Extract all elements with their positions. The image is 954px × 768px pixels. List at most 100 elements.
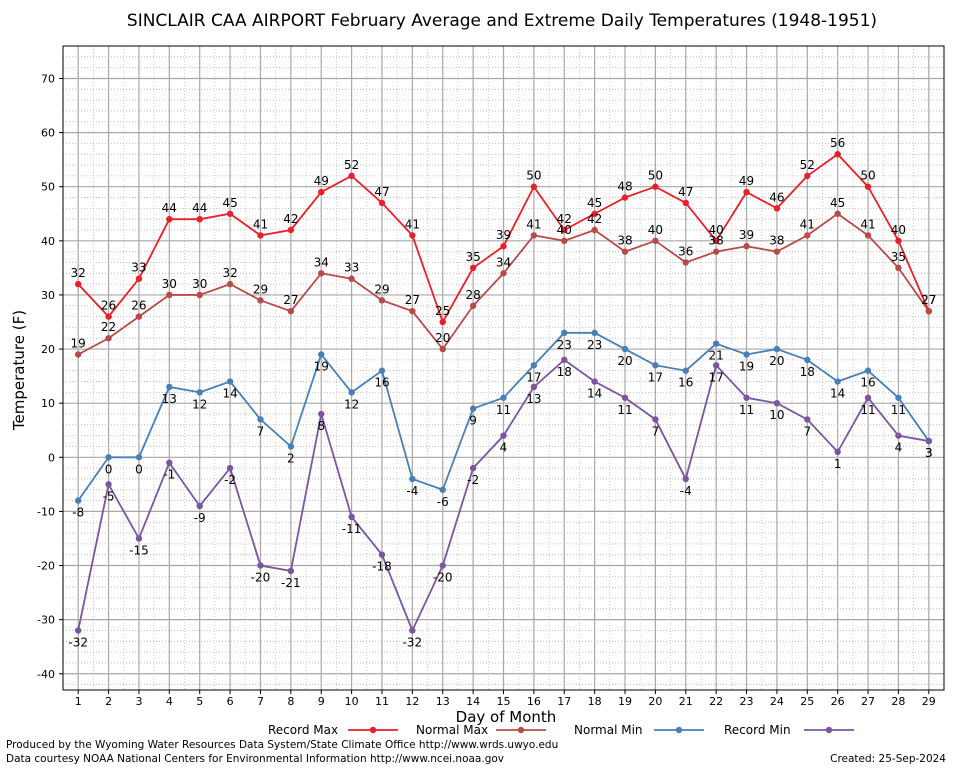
data-point — [773, 399, 781, 407]
data-point — [439, 486, 446, 493]
data-point — [804, 232, 811, 239]
data-label: 26 — [101, 299, 116, 313]
data-point — [439, 345, 446, 353]
data-point — [226, 378, 234, 385]
legend-swatch-marker — [675, 726, 683, 734]
data-label: 12 — [344, 397, 359, 411]
data-label: 11 — [617, 403, 632, 417]
data-point — [348, 275, 355, 282]
data-label: -21 — [281, 576, 301, 590]
data-point — [712, 237, 720, 245]
x-tick-label: 25 — [800, 695, 814, 708]
data-point — [318, 351, 325, 358]
data-label: 32 — [71, 266, 86, 280]
data-label: 16 — [678, 376, 693, 390]
data-point — [834, 210, 841, 217]
data-point — [287, 226, 295, 234]
data-point — [561, 356, 568, 364]
x-tick-label: 11 — [375, 695, 389, 708]
y-tick-label: -20 — [37, 560, 55, 573]
data-label: 34 — [496, 255, 511, 269]
data-label: 3 — [925, 446, 933, 460]
x-tick-label: 27 — [861, 695, 875, 708]
data-point — [530, 183, 538, 190]
data-label: 27 — [921, 293, 936, 307]
x-tick-label: 12 — [405, 695, 419, 708]
data-point — [591, 329, 598, 337]
data-point — [166, 459, 173, 466]
data-label: -11 — [342, 522, 362, 536]
data-point — [530, 383, 538, 391]
data-label: 46 — [769, 190, 784, 204]
data-label: 40 — [557, 223, 572, 237]
y-tick-label: 30 — [41, 289, 55, 302]
data-point — [804, 416, 811, 423]
data-label: -15 — [129, 543, 149, 557]
data-point — [318, 270, 325, 277]
legend-label: Normal Min — [574, 723, 643, 737]
data-point — [196, 389, 203, 396]
data-point — [74, 351, 82, 358]
data-point — [682, 367, 689, 374]
data-label: 38 — [769, 234, 784, 248]
data-point — [74, 627, 82, 634]
data-label: -4 — [406, 484, 418, 498]
data-label: 17 — [526, 370, 541, 384]
x-axis-label: Day of Month — [456, 708, 557, 726]
data-label: -2 — [224, 473, 236, 487]
data-point — [712, 340, 720, 347]
data-point — [287, 567, 295, 575]
data-point — [591, 210, 598, 217]
data-point — [895, 394, 902, 401]
data-label: 16 — [860, 376, 875, 390]
y-tick-label: 10 — [41, 397, 55, 410]
y-tick-label: 50 — [41, 181, 55, 194]
data-label: -2 — [467, 473, 479, 487]
data-label: 11 — [496, 403, 511, 417]
legend: Record Max Normal Max Normal Min Record Min — [268, 723, 854, 737]
data-label: 41 — [860, 217, 875, 231]
data-point — [135, 313, 143, 320]
x-tick-label: 13 — [436, 695, 450, 708]
x-tick-label: 5 — [196, 695, 203, 708]
legend-label: Normal Max — [416, 723, 488, 737]
data-label: 52 — [344, 158, 359, 172]
data-point — [469, 464, 477, 472]
data-point — [135, 454, 143, 461]
data-label: 45 — [587, 196, 602, 210]
data-point — [743, 188, 750, 196]
data-point — [257, 232, 264, 239]
data-point — [834, 151, 841, 158]
data-point — [652, 362, 659, 369]
data-label: 20 — [769, 354, 784, 368]
credit-line-1: Produced by the Wyoming Water Resources … — [6, 739, 558, 751]
data-label: -32 — [403, 635, 423, 649]
y-axis-label: Temperature (F) — [10, 310, 28, 431]
x-tick-label: 23 — [740, 695, 754, 708]
x-tick-label: 9 — [318, 695, 325, 708]
x-tick-label: 10 — [345, 695, 359, 708]
data-label: 14 — [222, 387, 237, 401]
data-point — [348, 172, 355, 180]
x-tick-label: 26 — [831, 695, 845, 708]
data-point — [500, 432, 507, 439]
data-point — [621, 345, 629, 353]
data-point — [500, 394, 507, 401]
data-point — [773, 205, 781, 212]
x-tick-label: 20 — [648, 695, 662, 708]
data-point — [226, 210, 234, 217]
data-label: 21 — [709, 349, 724, 363]
data-label: 32 — [222, 266, 237, 280]
data-label: 35 — [891, 250, 906, 264]
y-tick-label: -30 — [37, 614, 55, 627]
data-label: 19 — [71, 336, 86, 350]
data-label: 38 — [709, 234, 724, 248]
data-label: -20 — [251, 571, 271, 585]
data-label: 9 — [469, 414, 477, 428]
data-label: 40 — [891, 223, 906, 237]
data-label: 56 — [830, 136, 845, 150]
data-label: 41 — [405, 217, 420, 231]
data-point — [348, 389, 355, 396]
data-point — [743, 351, 750, 358]
